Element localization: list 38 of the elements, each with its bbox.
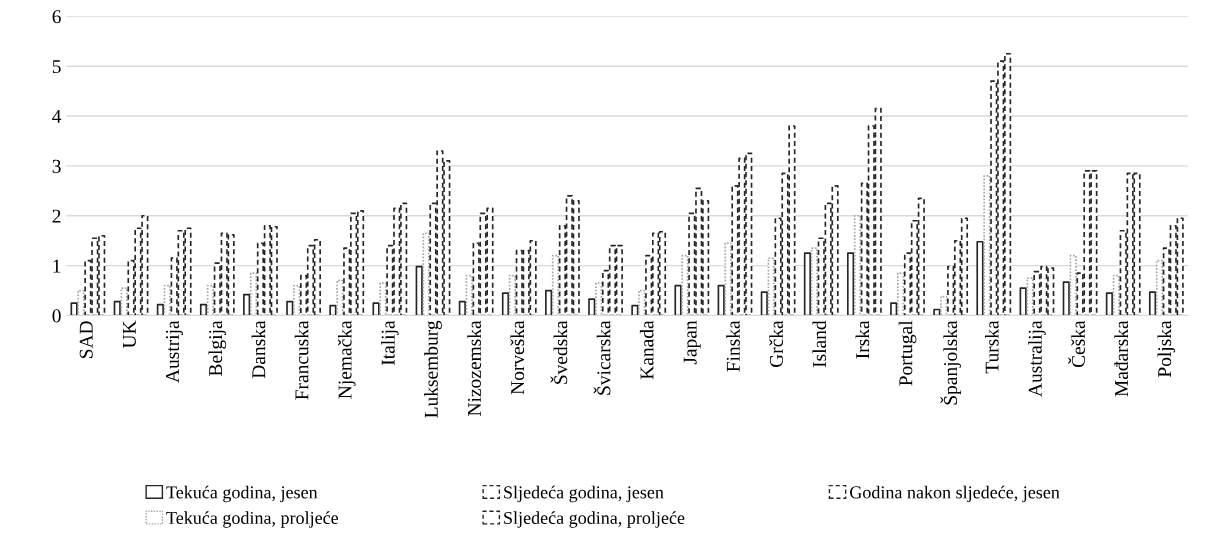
x-tick-label: Mađarska (1114, 320, 1129, 397)
y-tick-label: 0 (52, 309, 61, 323)
legend-label: Tekuća godina, jesen (166, 485, 318, 503)
x-tick-label: Španjolska (940, 320, 962, 405)
x-tick-label: Kanada (639, 320, 654, 380)
x-tick-label: Nizozemska (467, 320, 482, 416)
x-tick-label: Turska (984, 320, 999, 374)
x-tick-label: SAD (79, 321, 93, 358)
x-tick-label: Belgija (208, 320, 227, 376)
x-tick-label: Poljska (1157, 320, 1176, 378)
x-tick-label: Luksemburg (424, 320, 442, 418)
y-tick-label: 6 (52, 10, 61, 24)
x-tick-label: Austrija (165, 320, 183, 383)
x-tick-label: Island (812, 320, 827, 368)
legend-label: Sljedeća godina, jesen (504, 485, 664, 503)
x-tick-label: Italija (381, 320, 399, 366)
y-tick-label: 4 (52, 110, 62, 123)
y-tick-label: 5 (52, 60, 61, 74)
x-tick-label: Češka (1068, 320, 1085, 368)
x-tick-label: Švicarska (593, 320, 611, 395)
x-tick-label: Finska (726, 320, 740, 372)
x-tick-label: Švedska (550, 320, 568, 384)
x-tick-label: Njemačka (337, 320, 356, 399)
x-tick-label: Grčka (769, 320, 783, 368)
x-tick-label: Francuska (294, 320, 309, 400)
x-tick-label: Irska (855, 320, 870, 359)
x-tick-label: Japan (683, 320, 701, 365)
y-tick-label: 3 (52, 159, 61, 173)
x-tick-label: Danska (251, 320, 266, 379)
y-tick-label: 1 (53, 259, 61, 273)
y-tick-label: 2 (52, 209, 61, 223)
x-tick-label: Portugal (898, 320, 917, 386)
legend-label: Godina nakon sljedeće, jesen (850, 485, 1060, 503)
legend-label: Sljedeća godina, proljeće (504, 511, 685, 528)
x-tick-label: Norveška (510, 320, 525, 395)
x-tick-label: UK (122, 320, 136, 349)
x-tick-label: Australija (1028, 320, 1046, 397)
legend-label: Tekuća godina, proljeće (166, 511, 339, 528)
